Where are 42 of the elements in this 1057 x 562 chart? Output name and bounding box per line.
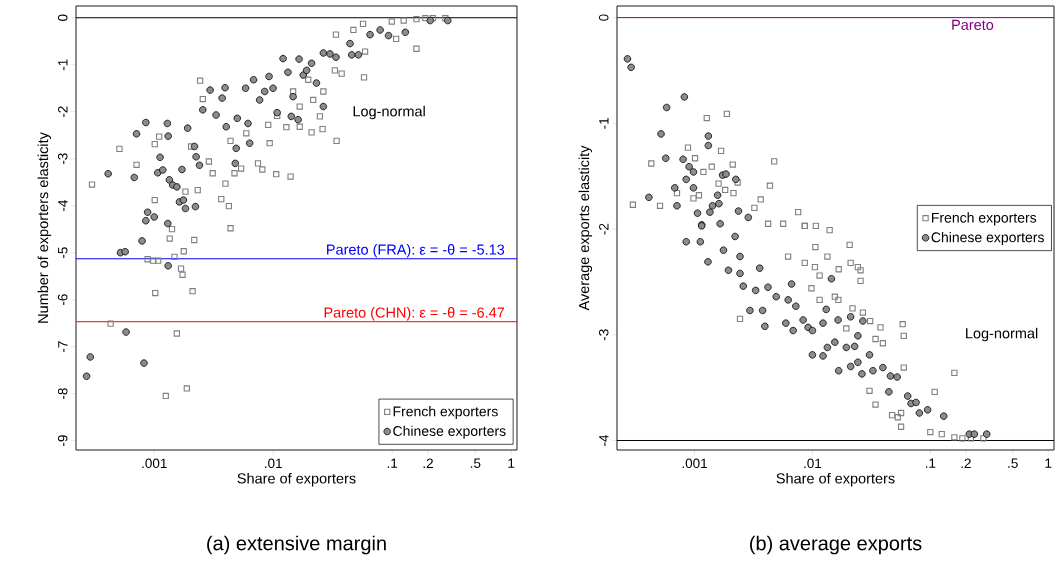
- x-tick-label: .5: [470, 458, 481, 468]
- annotation: Log-normal: [966, 327, 1038, 342]
- y-axis-title: Number of exporters elasticity: [37, 132, 52, 323]
- text: (b) average exports: [750, 535, 922, 555]
- ref-line-label: Pareto (CHN): ε = -θ = -6.47: [324, 307, 505, 321]
- y-axis-title: Average exports elasticity: [578, 145, 593, 311]
- x-tick-label: .01: [804, 458, 822, 469]
- y-tick-label: -4: [599, 434, 609, 446]
- y-tick-label: -7: [58, 341, 68, 353]
- y-tick-label: -9: [57, 435, 68, 447]
- x-axis-title: Share of exporters: [776, 472, 895, 487]
- y-tick-label: 0: [57, 14, 68, 21]
- y-tick-label: -8: [57, 388, 68, 400]
- x-tick-label: .001: [682, 458, 707, 469]
- ref-line-label: Pareto: [952, 19, 994, 30]
- legend-label: Chinese exporters: [931, 232, 1044, 246]
- y-tick-label: -3: [57, 153, 68, 165]
- y-tick-label: -2: [599, 223, 609, 235]
- y-tick-label: -2: [58, 106, 68, 118]
- y-tick-label: -1: [58, 59, 68, 71]
- x-tick-label: .01: [265, 458, 282, 469]
- ref-line-label: Pareto (FRA): ε = -θ = -5.13: [327, 244, 505, 258]
- x-tick-label: .001: [142, 458, 167, 469]
- y-tick-label: 0: [598, 14, 609, 21]
- x-tick-label: 1: [1045, 458, 1052, 468]
- y-tick-label: -5: [58, 247, 68, 259]
- y-tick-label: -4: [58, 200, 68, 212]
- x-axis-title: Share of exporters: [237, 472, 356, 487]
- x-tick-label: .2: [961, 458, 971, 468]
- annotation: Log-normal: [353, 105, 425, 120]
- text: (a) extensive margin: [207, 535, 386, 555]
- legend-label: French exporters: [393, 406, 498, 420]
- x-tick-label: .1: [387, 458, 398, 468]
- x-tick-label: .5: [1008, 458, 1018, 468]
- x-tick-label: .1: [925, 458, 936, 468]
- legend-label: French exporters: [932, 212, 1037, 226]
- y-tick-label: -6: [57, 294, 68, 306]
- legend-label: Chinese exporters: [393, 425, 506, 439]
- x-tick-label: .2: [423, 458, 433, 468]
- x-tick-label: 1: [508, 458, 515, 468]
- y-tick-label: -3: [598, 329, 609, 341]
- y-tick-label: -1: [599, 118, 609, 129]
